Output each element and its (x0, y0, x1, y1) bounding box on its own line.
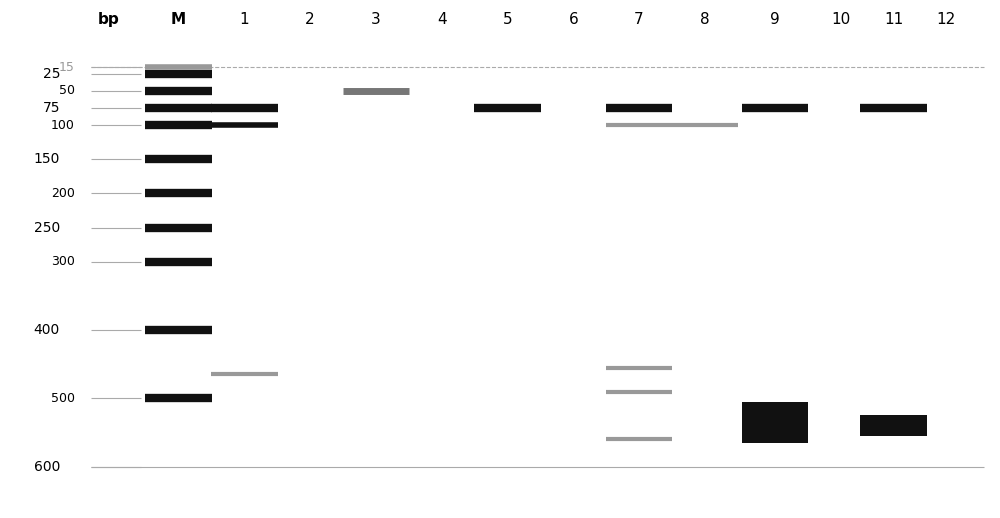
Text: 7: 7 (634, 12, 644, 27)
Text: 3: 3 (371, 12, 381, 27)
Text: 10: 10 (831, 12, 850, 27)
Text: 25: 25 (42, 67, 60, 81)
Text: 11: 11 (884, 12, 903, 27)
Text: 2: 2 (305, 12, 315, 27)
Text: 8: 8 (700, 12, 710, 27)
Text: 500: 500 (51, 392, 75, 405)
Bar (860, 415, 927, 436)
Text: 600: 600 (34, 459, 60, 473)
Text: 75: 75 (42, 101, 60, 115)
Text: 300: 300 (51, 255, 75, 268)
Text: 9: 9 (770, 12, 780, 27)
Text: 250: 250 (34, 221, 60, 235)
Text: M: M (171, 12, 186, 27)
Text: bp: bp (97, 12, 119, 27)
Text: 100: 100 (51, 119, 75, 132)
Text: 200: 200 (51, 187, 75, 200)
Text: 6: 6 (568, 12, 578, 27)
Text: 12: 12 (937, 12, 956, 27)
Text: 15: 15 (59, 61, 75, 74)
Text: 150: 150 (34, 152, 60, 166)
Text: 4: 4 (437, 12, 446, 27)
Text: 1: 1 (239, 12, 249, 27)
Bar (742, 402, 808, 443)
Text: 5: 5 (503, 12, 512, 27)
Text: 400: 400 (34, 323, 60, 337)
Text: 50: 50 (59, 84, 75, 97)
